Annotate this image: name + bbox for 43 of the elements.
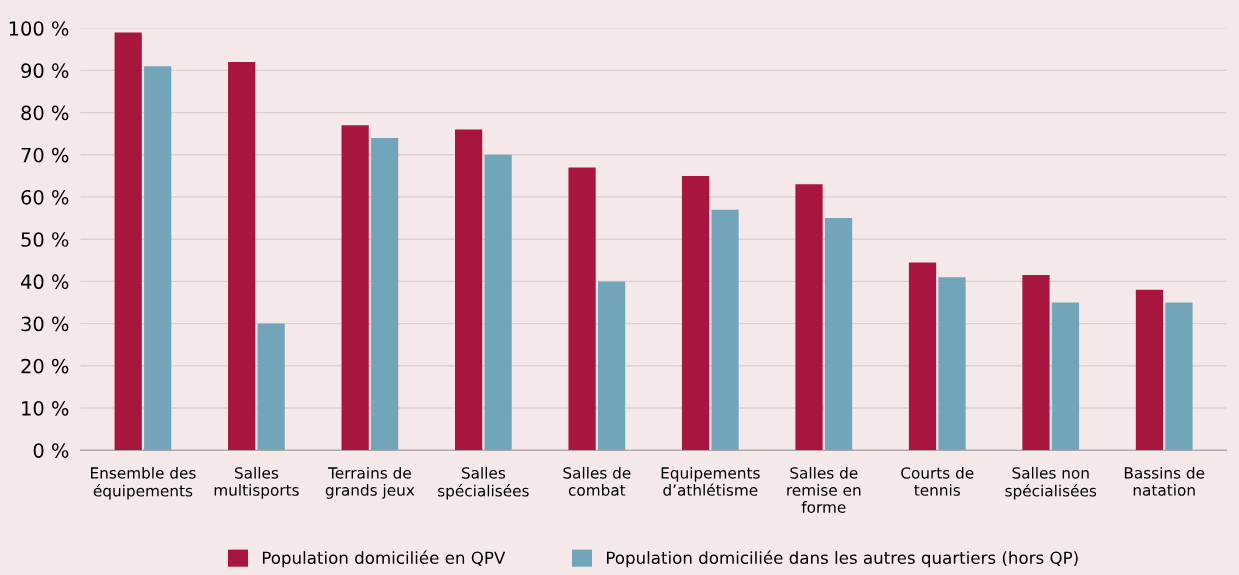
- y-tick-label: 80 %: [21, 105, 69, 121]
- bar: [711, 209, 739, 451]
- y-tick-label: 10 %: [22, 400, 69, 416]
- y-tick-label: 0 %: [33, 443, 69, 458]
- x-tick-label: Courts de tennis: [901, 466, 974, 496]
- x-tick-label: Salles non spécialisées: [1005, 466, 1097, 500]
- x-tick-label: Ensemble des équipements: [91, 466, 196, 500]
- x-tick-label: Bassins de natation: [1124, 466, 1205, 496]
- bar: [1022, 275, 1050, 451]
- y-tick-label: 50 %: [21, 232, 69, 247]
- bar: [681, 175, 710, 451]
- y-tick-label: 30 %: [21, 316, 69, 332]
- bar: [568, 167, 596, 451]
- x-tick-label: Salles de combat: [563, 466, 631, 496]
- bar: [795, 184, 823, 451]
- y-tick-label: 40 %: [20, 274, 69, 290]
- legend-label: Population domiciliée dans les autres quartiers (hors QP): [606, 550, 1078, 568]
- y-tick-label: 70 %: [21, 147, 69, 163]
- x-tick-label: Terrains de grands jeux: [325, 466, 415, 499]
- bar: [597, 281, 626, 451]
- x-tick-label: Salles multisports: [214, 466, 299, 499]
- bar: [228, 61, 256, 451]
- legend-label: Population domiciliée en QPV: [262, 550, 506, 568]
- x-tick-label: Equipements d’athlétisme: [661, 466, 760, 496]
- bar: [1165, 302, 1193, 451]
- bar: [824, 218, 853, 451]
- bar: [1135, 289, 1164, 451]
- x-tick-label: Salles spécialisées: [438, 466, 529, 500]
- bar: [114, 32, 142, 451]
- y-tick-label: 100 %: [9, 21, 69, 36]
- bar: [257, 323, 285, 451]
- bar: [341, 125, 369, 451]
- x-tick-label: Salles de remise en forme: [787, 466, 861, 513]
- bar: [908, 262, 937, 451]
- y-tick-label: 60 %: [21, 189, 69, 205]
- bar: [455, 129, 483, 451]
- bar: [371, 137, 399, 451]
- bar: [938, 277, 966, 451]
- y-tick-label: 20 %: [21, 358, 69, 374]
- bar: [484, 154, 512, 451]
- bar: [144, 66, 172, 451]
- bar: [1051, 302, 1080, 451]
- y-tick-label: 90 %: [21, 63, 69, 79]
